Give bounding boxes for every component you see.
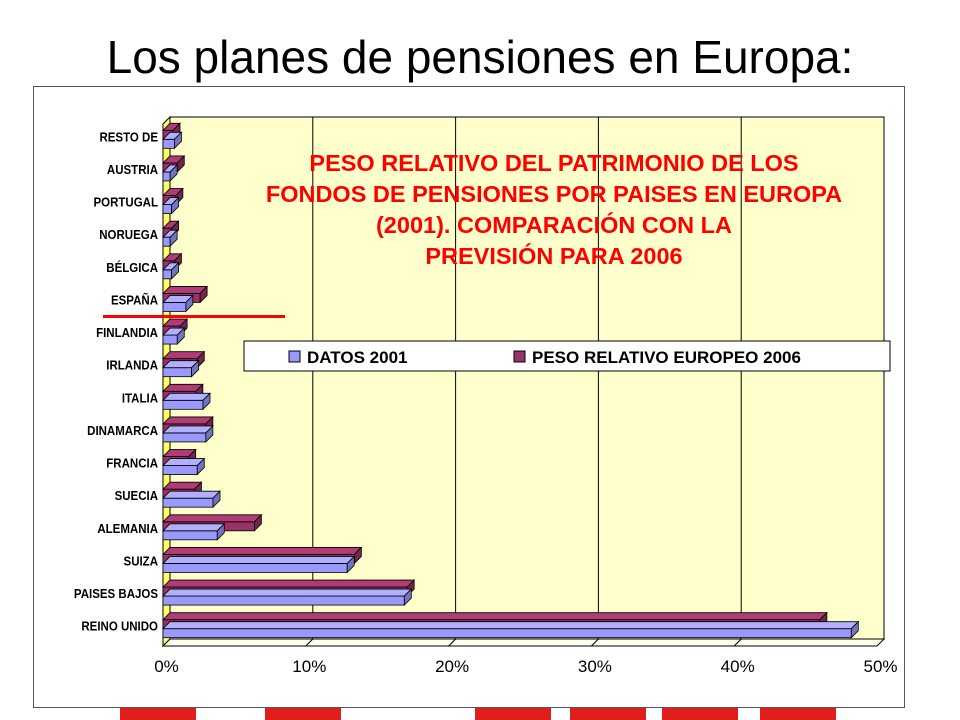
bar-datos-2001 (162, 563, 348, 573)
bar-end-face (171, 261, 179, 280)
x-gridline-floor (305, 638, 314, 647)
category-label: BÉLGICA (106, 259, 158, 275)
legend-label: DATOS 2001 (307, 348, 407, 367)
category-label: IRLANDA (106, 358, 158, 373)
decorative-red-bar (570, 708, 646, 720)
bar-top-face (162, 612, 828, 621)
legend-swatch (513, 350, 526, 363)
category-label: RESTO DE (99, 130, 158, 145)
decorative-red-bar (475, 708, 551, 720)
bar-top-face (162, 588, 413, 597)
chart-floor (161, 638, 886, 647)
bar-datos-2001 (162, 367, 192, 378)
bar-datos-2001 (162, 302, 187, 312)
bar-end-face (212, 490, 221, 509)
bar-top-face (162, 490, 221, 499)
chart-frame: 0% 10% 20% 30% 40% 50% REINO UNIDO PAISES BAJOS… (33, 86, 905, 708)
bar-top-face (162, 392, 211, 401)
bar-end-face (253, 513, 262, 532)
chart-title-line: FONDOS DE PENSIONES POR PAISES EN EUROPA (266, 181, 842, 207)
bar-end-face (346, 555, 355, 574)
decorative-red-bar (760, 708, 836, 720)
bar-datos-2001 (162, 497, 214, 508)
bar-datos-2001 (162, 628, 852, 639)
x-tick-label: 40% (721, 657, 755, 676)
bar-end-face (205, 424, 214, 443)
bar-top-face (162, 514, 263, 523)
x-gridline-floor (591, 638, 599, 647)
bar-end-face (850, 620, 859, 639)
category-label: SUECIA (115, 489, 159, 504)
x-gridline-floor (448, 638, 456, 647)
x-tick-label: 30% (578, 657, 612, 676)
bar-top-face (162, 416, 214, 425)
bar-end-face (191, 359, 199, 378)
category-label: ALEMANIA (97, 521, 158, 536)
chart-title-line: (2001). COMPARACIÓN CON LA (376, 211, 732, 238)
bar-top-face (162, 425, 214, 434)
bar-top-face (162, 556, 356, 564)
bar-end-face (199, 285, 208, 304)
bar-top-face (162, 523, 226, 532)
category-label: NORUEGA (99, 228, 158, 243)
bar-top-face (162, 621, 860, 630)
category-label: PORTUGAL (94, 195, 158, 210)
bar-top-face (162, 286, 209, 294)
decorative-red-bar (265, 708, 341, 720)
category-label: FRANCIA (106, 456, 158, 471)
x-tick-label: 10% (292, 657, 326, 676)
bar-datos-2001 (162, 530, 218, 541)
category-label: ESPAÑA (111, 292, 158, 308)
x-tick-label: 20% (435, 657, 469, 676)
chart-title-line: PREVISIÓN PARA 2006 (425, 242, 682, 269)
category-label: ITALIA (122, 391, 158, 406)
bar-datos-2001 (162, 138, 175, 149)
legend-label: PESO RELATIVO EUROPEO 2006 (532, 348, 801, 367)
page-title: Los planes de pensiones en Europa: (106, 31, 854, 83)
bar-end-face (202, 392, 211, 411)
x-tick-label: 0% (154, 657, 179, 676)
category-label: FINLANDIA (96, 326, 158, 341)
chart-title-line: PESO RELATIVO DEL PATRIMONIO DE LOS (309, 150, 798, 176)
bar-datos-2001 (162, 465, 198, 475)
bar-chart: 0% 10% 20% 30% 40% 50% REINO UNIDO PAISES BAJOS… (74, 115, 898, 676)
bar-end-face (169, 163, 178, 182)
bar-top-face (162, 547, 363, 555)
bar-datos-2001 (162, 399, 204, 410)
bar-datos-2001 (162, 236, 171, 247)
decorative-red-bar (120, 708, 196, 720)
decorative-red-bar (662, 708, 738, 720)
bar-datos-2001 (162, 171, 171, 182)
bar-datos-2001 (162, 595, 405, 606)
category-label: DINAMARCA (87, 423, 158, 438)
bar-datos-2001 (162, 269, 172, 280)
bar-end-face (403, 588, 412, 607)
bar-datos-2001 (162, 432, 207, 443)
x-gridline-floor (733, 638, 742, 647)
bar-end-face (196, 457, 205, 476)
bar-end-face (169, 229, 178, 248)
bar-end-face (176, 327, 185, 346)
category-label: AUSTRIA (107, 162, 158, 177)
bar-end-face (185, 294, 194, 313)
category-label: SUIZA (124, 554, 159, 569)
bar-top-face (162, 579, 416, 588)
bar-datos-2001 (162, 204, 172, 214)
category-label: REINO UNIDO (81, 619, 158, 634)
bar-end-face (174, 131, 182, 150)
legend-swatch (288, 350, 301, 363)
bar-end-face (171, 196, 179, 215)
bar-end-face (216, 522, 225, 541)
x-tick-label: 50% (863, 657, 897, 676)
bar-datos-2001 (162, 334, 178, 345)
category-label: PAISES BAJOS (74, 587, 158, 602)
legend-box (243, 340, 891, 372)
